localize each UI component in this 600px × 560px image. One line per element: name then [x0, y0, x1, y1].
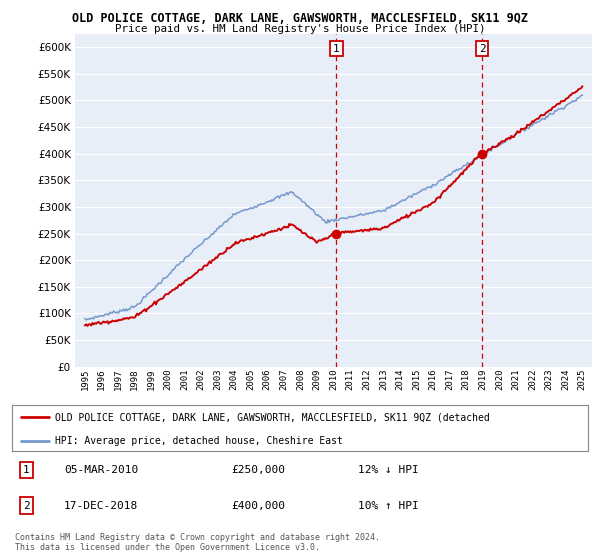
- Text: OLD POLICE COTTAGE, DARK LANE, GAWSWORTH, MACCLESFIELD, SK11 9QZ: OLD POLICE COTTAGE, DARK LANE, GAWSWORTH…: [72, 12, 528, 25]
- Text: 17-DEC-2018: 17-DEC-2018: [64, 501, 138, 511]
- Text: 1: 1: [333, 44, 340, 54]
- Text: 1: 1: [23, 465, 30, 475]
- Text: Contains HM Land Registry data © Crown copyright and database right 2024.: Contains HM Land Registry data © Crown c…: [15, 533, 380, 542]
- Text: 12% ↓ HPI: 12% ↓ HPI: [358, 465, 418, 475]
- Text: HPI: Average price, detached house, Cheshire East: HPI: Average price, detached house, Ches…: [55, 436, 343, 446]
- Text: £400,000: £400,000: [231, 501, 285, 511]
- Text: OLD POLICE COTTAGE, DARK LANE, GAWSWORTH, MACCLESFIELD, SK11 9QZ (detached: OLD POLICE COTTAGE, DARK LANE, GAWSWORTH…: [55, 412, 490, 422]
- Text: 05-MAR-2010: 05-MAR-2010: [64, 465, 138, 475]
- Text: Price paid vs. HM Land Registry's House Price Index (HPI): Price paid vs. HM Land Registry's House …: [115, 24, 485, 34]
- Text: £250,000: £250,000: [231, 465, 285, 475]
- Text: 2: 2: [23, 501, 30, 511]
- Text: 10% ↑ HPI: 10% ↑ HPI: [358, 501, 418, 511]
- Text: 2: 2: [479, 44, 485, 54]
- Text: This data is licensed under the Open Government Licence v3.0.: This data is licensed under the Open Gov…: [15, 543, 320, 552]
